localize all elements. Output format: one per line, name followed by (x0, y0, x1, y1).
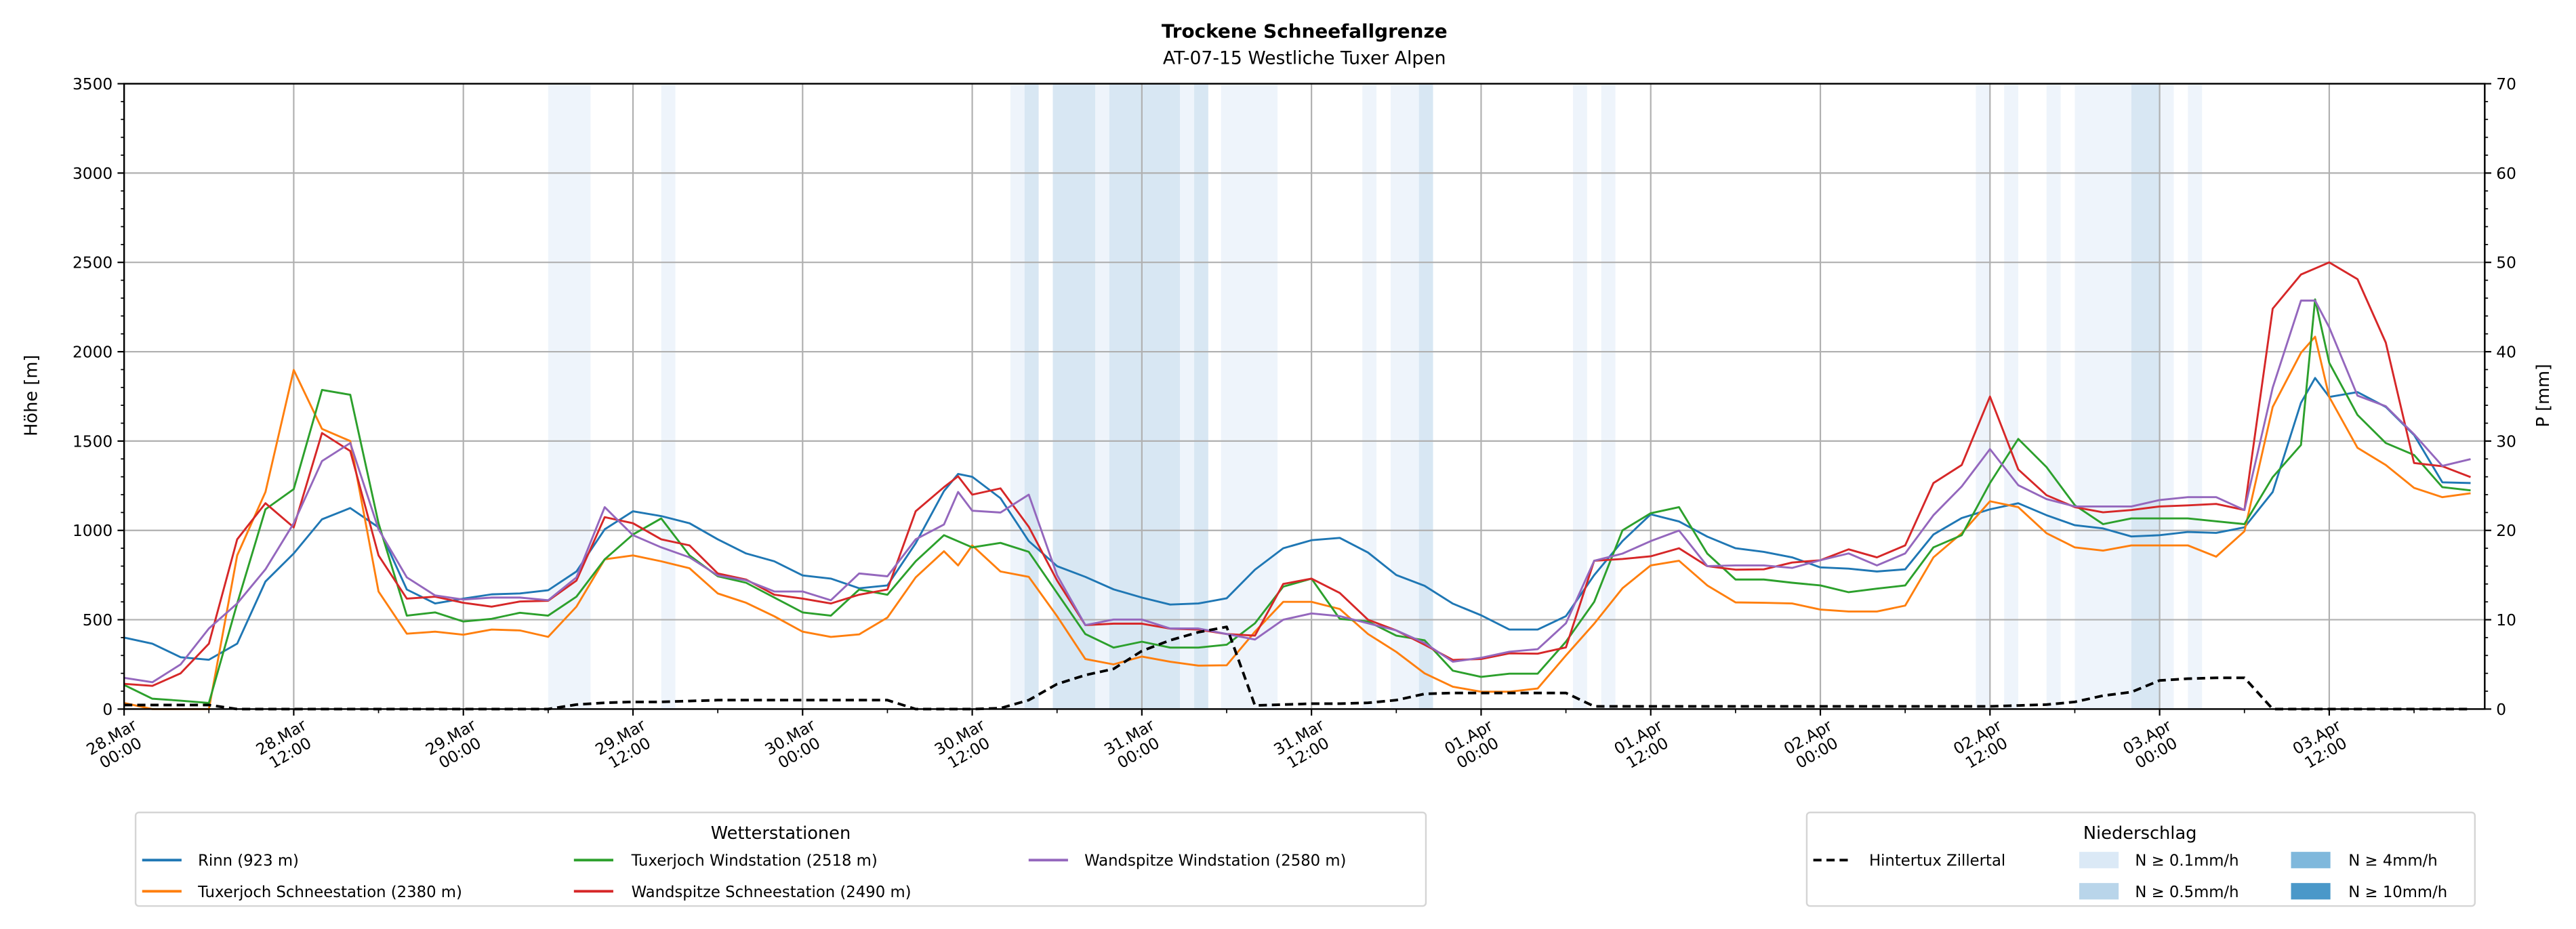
precip-band (1418, 83, 1433, 709)
legend-entry-tuxerjoch-windstation: Tuxerjoch Windstation (2518 m) (573, 852, 878, 870)
legend-entry-n-4: N ≥ 4mm/h (2291, 852, 2438, 870)
legend-entry-rinn: Rinn (923 m) (142, 852, 299, 870)
legend-entry-n-0-1: N ≥ 0.1mm/h (2079, 852, 2239, 870)
y2-axis-label: P [mm] (2533, 364, 2554, 428)
legend-stations: Wetterstationen Rinn (923 m) Tuxerjoch S… (134, 811, 1427, 907)
y-tick-label: 1500 (73, 432, 113, 451)
precip-band (1010, 83, 1025, 709)
precip-bands (548, 83, 2203, 709)
y-tick-label: 3000 (73, 165, 113, 183)
precip-band (548, 83, 591, 709)
series-lines (123, 261, 2471, 711)
precip-band (1976, 83, 1990, 709)
y2-tick-label: 10 (2496, 611, 2516, 629)
y-axis-label: Höhe [m] (22, 355, 42, 436)
y-tick-label: 2500 (73, 254, 113, 272)
legend-entry-tuxerjoch-schneestation: Tuxerjoch Schneestation (2380 m) (142, 884, 462, 901)
y2-tick-label: 60 (2496, 165, 2516, 183)
precip-band (2188, 83, 2203, 709)
y2-tick-label: 20 (2496, 522, 2516, 540)
legend-entry-n-10: N ≥ 10mm/h (2291, 883, 2447, 901)
legend-label: Hintertux Zillertal (1869, 852, 2005, 870)
series-line-wandspitze-windstation (123, 300, 2471, 684)
precip-band (2004, 83, 2019, 709)
precip-band (1390, 83, 1419, 709)
precip-band (2074, 83, 2131, 709)
precip-band (2046, 83, 2061, 709)
legend-label: Tuxerjoch Schneestation (2380 m) (197, 884, 462, 901)
y2-tick-label: 70 (2496, 75, 2516, 94)
legend-precip: Niederschlag Hintertux Zillertal N ≥ 0.1… (1805, 811, 2476, 907)
precip-band (1024, 83, 1039, 709)
y-tick-label: 0 (102, 701, 113, 719)
plot-frame (123, 83, 2486, 710)
y-tick-label: 500 (83, 611, 113, 629)
precip-band (1362, 83, 1377, 709)
precip-band (1109, 83, 1181, 709)
legend-entry-wandspitze-windstation: Wandspitze Windstation (2580 m) (1028, 852, 1346, 870)
precip-band (1180, 83, 1195, 709)
chart-title: Trockene Schneefallgrenze (1162, 20, 1448, 43)
chart-subtitle: AT-07-15 Westliche Tuxer Alpen (1163, 47, 1446, 68)
y-tick-label: 1000 (73, 522, 113, 540)
legend-entry-hintertux: Hintertux Zillertal (1813, 852, 2005, 870)
legend-stations-title: Wetterstationen (711, 823, 851, 844)
precip-band (1221, 83, 1278, 709)
legend-entry-n-0-5: N ≥ 0.5mm/h (2079, 883, 2239, 901)
y-tick-label: 2000 (73, 344, 113, 362)
precip-band (1095, 83, 1109, 709)
legend-label: Wandspitze Schneestation (2490 m) (632, 884, 912, 901)
y2-tick-label: 30 (2496, 432, 2516, 451)
y2-tick-label: 50 (2496, 254, 2516, 272)
legend-entry-wandspitze-schneestation: Wandspitze Schneestation (2490 m) (573, 884, 912, 901)
precip-band (661, 83, 676, 709)
series-line-rinn (123, 377, 2471, 661)
legend-label: Wandspitze Windstation (2580 m) (1084, 852, 1346, 870)
legend-label: N ≥ 4mm/h (2348, 852, 2437, 870)
precip-band (1194, 83, 1208, 709)
legend-label: N ≥ 0.1mm/h (2135, 852, 2238, 870)
y2-tick-label: 40 (2496, 344, 2516, 362)
legend-label: Rinn (923 m) (198, 852, 299, 870)
legend-label: Tuxerjoch Windstation (2518 m) (631, 852, 878, 870)
legend-label: N ≥ 0.5mm/h (2135, 884, 2238, 901)
legend-label: N ≥ 10mm/h (2348, 884, 2447, 901)
series-line-wandspitze-schneestation (124, 261, 2471, 687)
precip-band (2131, 83, 2160, 709)
series-line-tuxerjoch-windstation (123, 298, 2471, 704)
series-line-tuxerjoch-schneestation (123, 335, 2471, 710)
precip-band (2159, 83, 2174, 709)
y-tick-label: 3500 (73, 75, 113, 94)
y2-tick-label: 0 (2496, 701, 2506, 719)
precip-band (1573, 83, 1587, 709)
legend-precip-title: Niederschlag (2083, 823, 2197, 844)
precip-band (1601, 83, 1616, 709)
precip-band (1052, 83, 1096, 709)
